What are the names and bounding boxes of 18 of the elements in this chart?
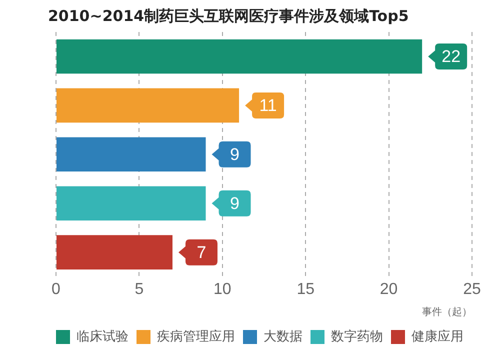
data-label: 11: [259, 96, 277, 116]
legend-label: 大数据: [264, 329, 302, 344]
x-tick-label: 15: [296, 280, 315, 298]
legend-label: 健康应用: [412, 328, 464, 344]
chart-title: 2010~2014制药巨头互联网医疗事件涉及领域Top5: [48, 6, 409, 25]
data-label: 22: [442, 47, 461, 66]
data-label: 7: [196, 243, 206, 262]
x-tick-label: 10: [214, 280, 232, 298]
x-tick-label: 0: [52, 280, 61, 298]
data-label: 9: [230, 145, 240, 164]
x-tick-label: 5: [134, 280, 144, 298]
legend-label: 数字药物: [331, 328, 383, 344]
legend-label: 临床试验: [76, 329, 128, 344]
x-tick-label: 20: [380, 280, 398, 298]
x-axis-title: 事件（起）: [422, 306, 472, 318]
legend-label: 疾病管理应用: [157, 328, 235, 344]
data-label: 9: [230, 194, 240, 214]
x-tick-label: 25: [463, 280, 481, 298]
